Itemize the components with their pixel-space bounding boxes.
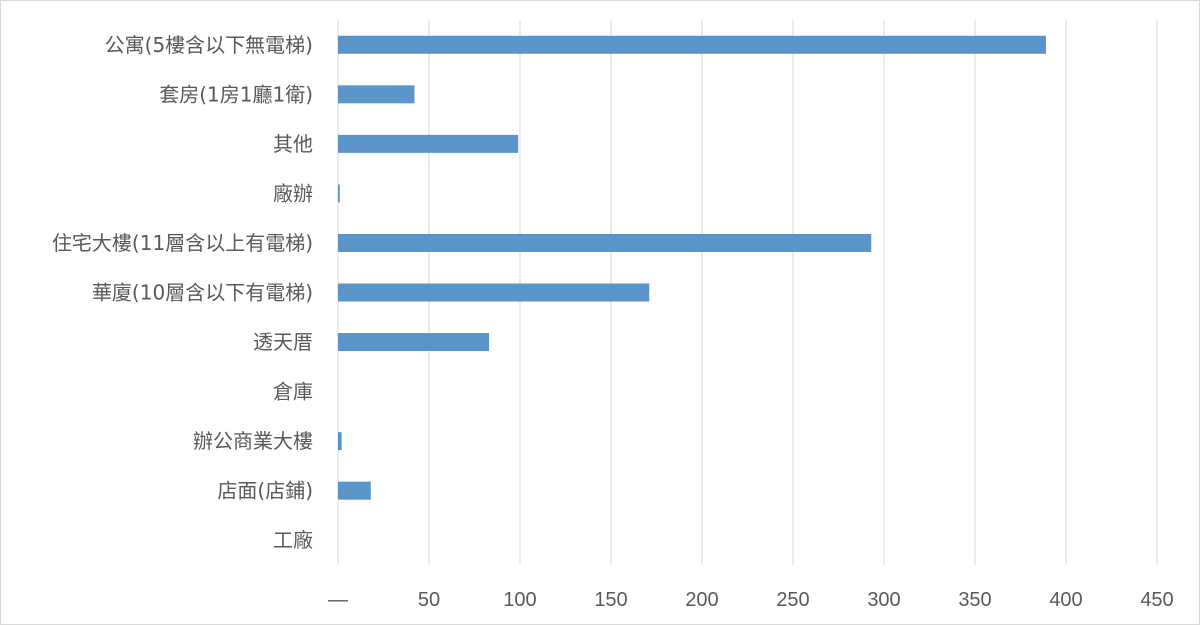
category-label: 廠辦 [273, 181, 313, 205]
bar [338, 85, 415, 104]
bars [338, 35, 1046, 500]
category-label: 透天厝 [253, 330, 313, 354]
bar [338, 283, 650, 302]
bar [338, 432, 342, 451]
x-tick-label: 150 [594, 589, 627, 611]
bar [338, 134, 519, 153]
bar [338, 333, 490, 352]
x-tick-label: 50 [418, 589, 440, 611]
category-label: 辦公商業大樓 [193, 429, 313, 453]
x-tick-label: 350 [958, 589, 991, 611]
category-label: 其他 [273, 132, 313, 156]
category-label: 公寓(5樓含以下無電梯) [105, 33, 313, 57]
x-tick-labels: — 50 100 150 200 250 300 350 400 450 [328, 589, 1174, 611]
category-label: 倉庫 [273, 380, 313, 404]
bar [338, 233, 872, 252]
category-label: 華廈(10層含以下有電梯) [92, 281, 313, 305]
x-tick-label: 100 [503, 589, 536, 611]
gridlines [337, 20, 1158, 565]
category-label: 套房(1房1廳1衛) [159, 82, 313, 106]
x-tick-label: — [328, 589, 348, 611]
category-labels: 公寓(5樓含以下無電梯) 套房(1房1廳1衛) 其他廠辦住宅大樓(11層含以上有電梯… [52, 33, 313, 552]
x-tick-label: 450 [1140, 589, 1173, 611]
bar [338, 35, 1046, 54]
category-label: 住宅大樓(11層含以上有電梯) [52, 231, 313, 255]
bar [338, 184, 340, 203]
x-tick-label: 250 [776, 589, 809, 611]
category-label: 工廠 [273, 528, 313, 552]
category-label: 店面(店鋪) [217, 479, 313, 503]
x-tick-label: 300 [867, 589, 900, 611]
x-tick-label: 200 [685, 589, 718, 611]
x-tick-label: 400 [1049, 589, 1082, 611]
bar [338, 481, 371, 500]
